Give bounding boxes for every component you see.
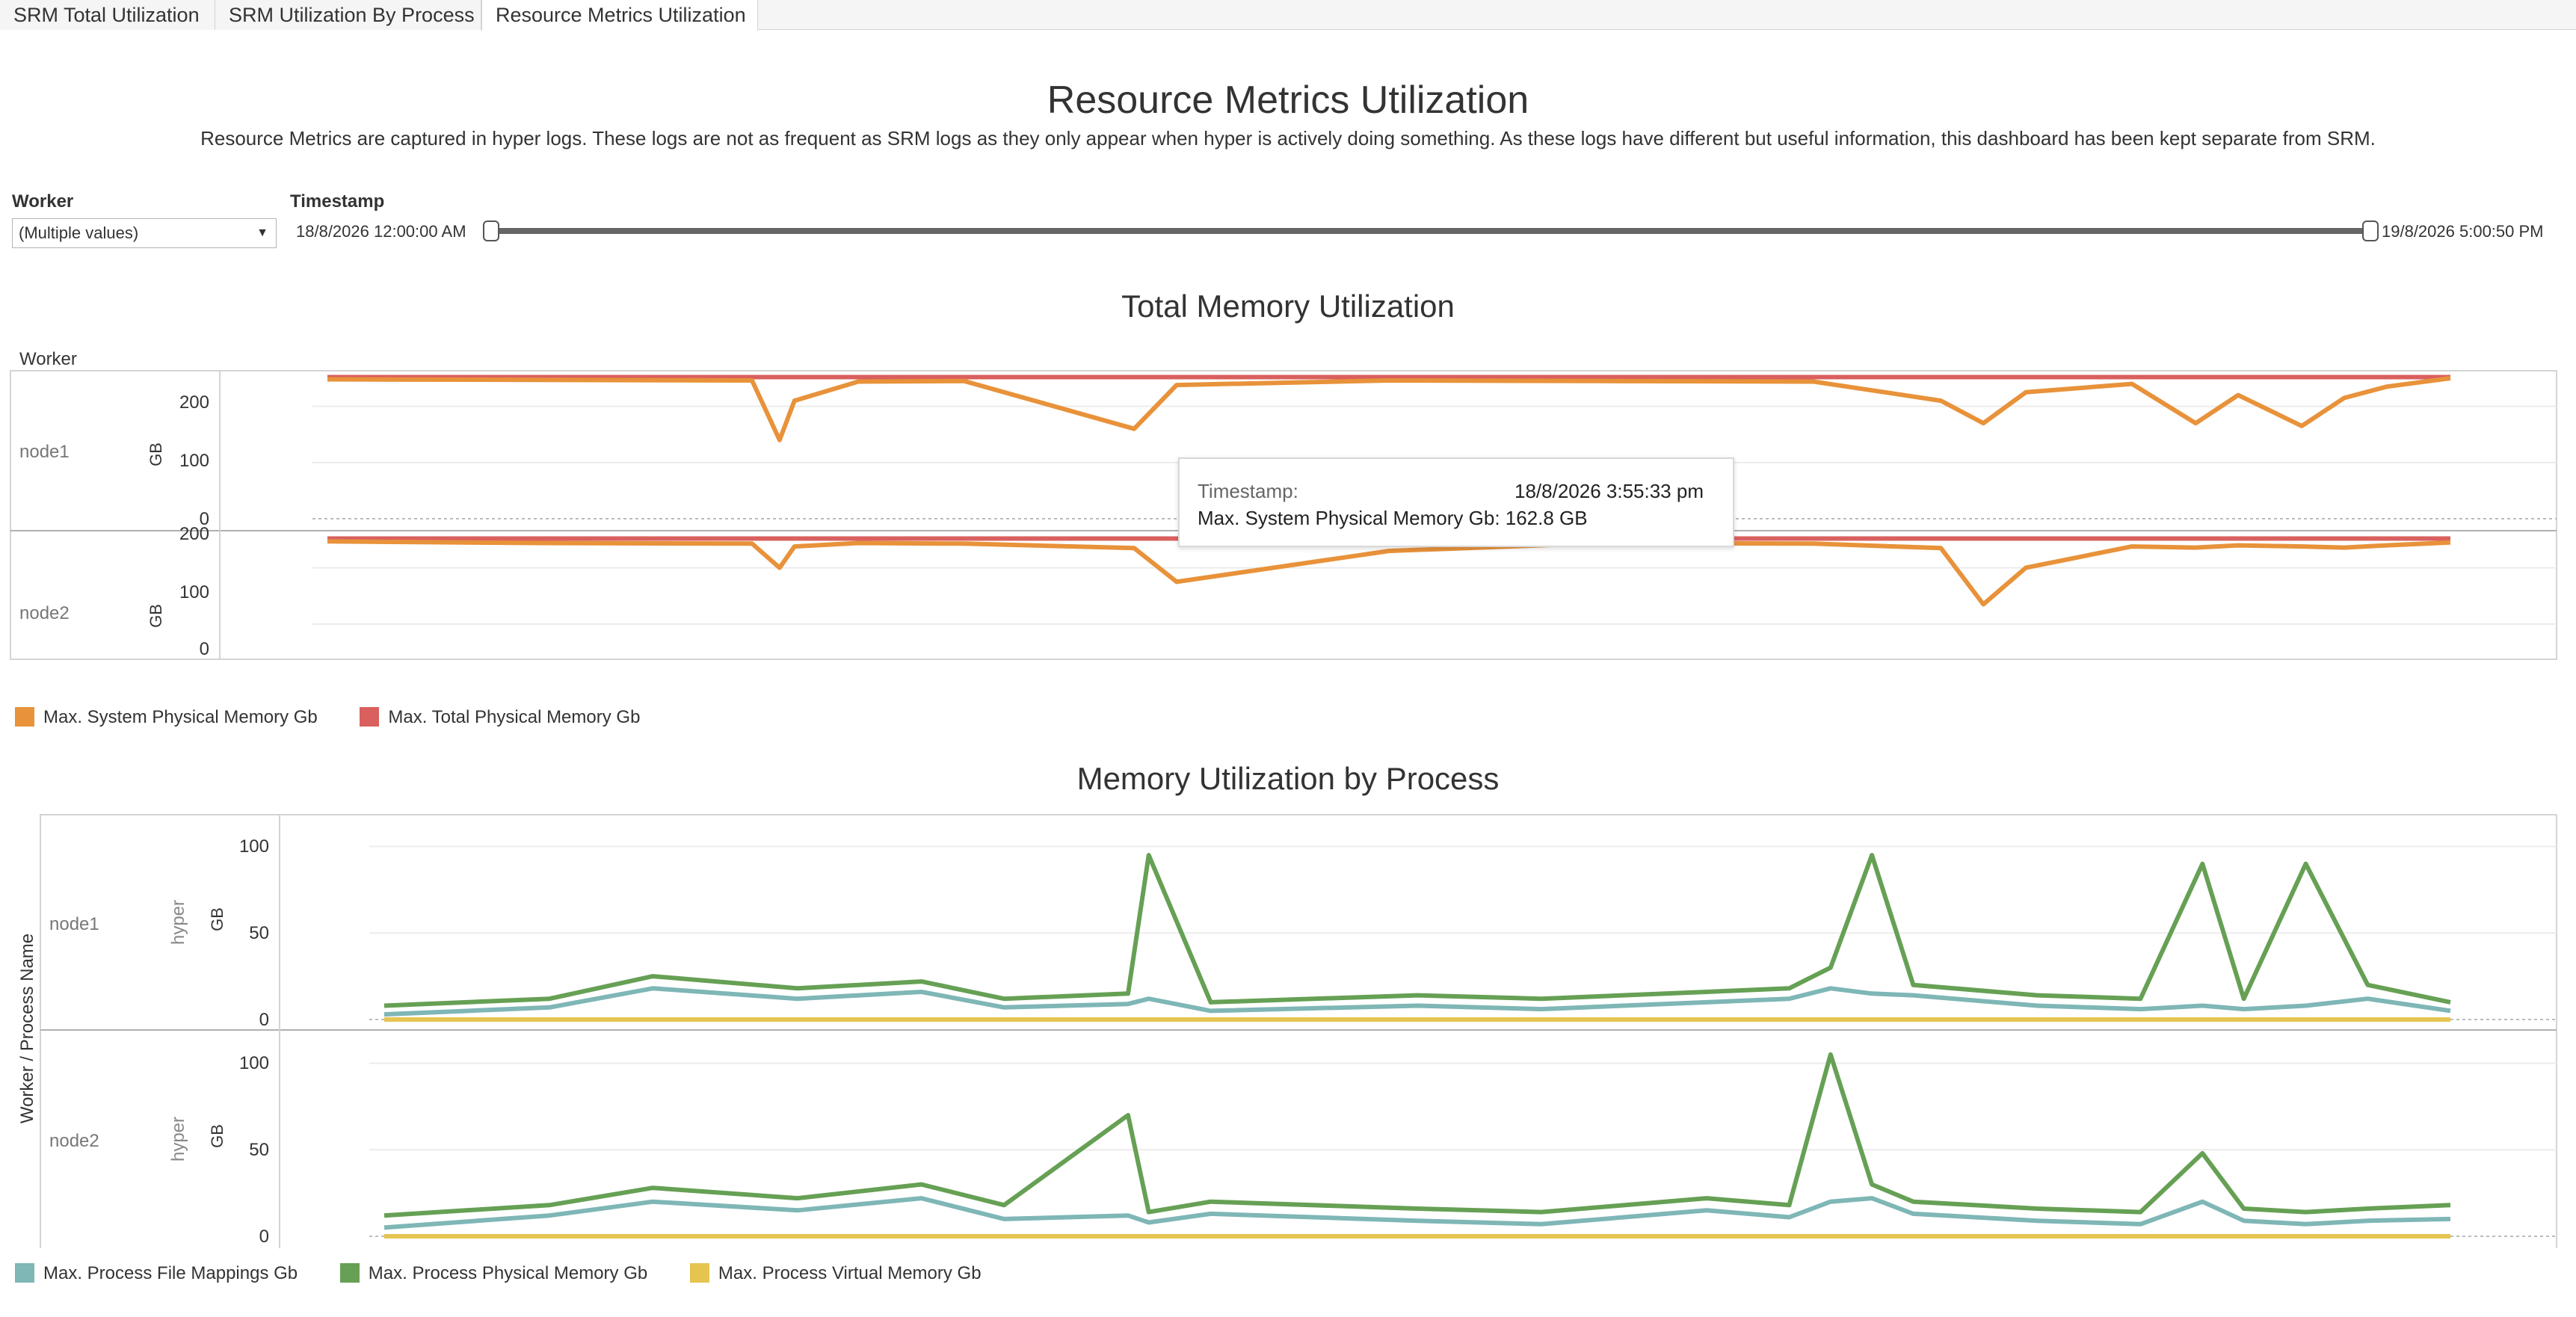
process-label-node2: hyper bbox=[168, 1117, 188, 1162]
chevron-down-icon[interactable]: ▼ bbox=[256, 226, 268, 239]
page-title: Resource Metrics Utilization bbox=[1047, 78, 1529, 122]
legend-item-total-memory[interactable]: Max. Total Physical Memory Gb bbox=[360, 707, 640, 728]
legend-item-system-memory[interactable]: Max. System Physical Memory Gb bbox=[15, 707, 318, 728]
tab-srm-total-utilization[interactable]: SRM Total Utilization bbox=[0, 0, 215, 30]
tab-bar: SRM Total Utilization SRM Utilization By… bbox=[0, 0, 2576, 31]
process-memory-legend: Max. Process File Mappings Gb Max. Proce… bbox=[15, 1263, 1019, 1284]
y-tick-100: 100 bbox=[239, 836, 269, 857]
tooltip-memory-value: Max. System Physical Memory Gb: 162.8 GB bbox=[1198, 507, 1588, 529]
legend-item-file-mappings[interactable]: Max. Process File Mappings Gb bbox=[15, 1263, 298, 1284]
worker-column-header: Worker bbox=[19, 349, 77, 369]
legend-swatch-icon bbox=[15, 707, 34, 727]
chart-tooltip: Timestamp: 18/8/2026 3:55:33 pm Max. Sys… bbox=[1178, 457, 1734, 547]
y-tick-50: 50 bbox=[249, 923, 269, 943]
legend-swatch-icon bbox=[15, 1263, 34, 1283]
row-label-node2: node2 bbox=[49, 1131, 99, 1151]
y-tick-0: 0 bbox=[259, 1227, 269, 1247]
series-line-max-process-physical-memory-gb-node2[interactable] bbox=[383, 1052, 2451, 1218]
series-line-max-system-physical-memory-gb-node2[interactable] bbox=[327, 539, 2451, 607]
process-memory-series[interactable] bbox=[383, 853, 2451, 1239]
row-label-node1: node1 bbox=[49, 914, 99, 934]
series-line-max-process-file-mappings-gb-node1[interactable] bbox=[383, 986, 2451, 1017]
series-line-max-system-physical-memory-gb-node1[interactable] bbox=[327, 376, 2451, 442]
legend-item-virtual-memory[interactable]: Max. Process Virtual Memory Gb bbox=[689, 1263, 982, 1284]
legend-label: Max. Process Physical Memory Gb bbox=[368, 1263, 648, 1283]
page-description: Resource Metrics are captured in hyper l… bbox=[200, 127, 2376, 149]
timestamp-end-value: 19/8/2026 5:00:50 PM bbox=[2382, 222, 2544, 241]
timestamp-start-value: 18/8/2026 12:00:00 AM bbox=[296, 222, 466, 241]
series-line-max-process-physical-memory-gb-node1[interactable] bbox=[383, 853, 2451, 1008]
y-tick-0: 0 bbox=[200, 639, 209, 659]
process-memory-plot-frame bbox=[40, 814, 2557, 1248]
legend-label: Max. System Physical Memory Gb bbox=[43, 707, 318, 727]
y-axis-label-node2: GB bbox=[147, 604, 165, 628]
y-tick-0: 0 bbox=[200, 509, 209, 529]
y-tick-50: 50 bbox=[249, 1140, 269, 1160]
tooltip-timestamp-value: 18/8/2026 3:55:33 pm bbox=[1515, 480, 1704, 502]
tooltip-timestamp-label: Timestamp: bbox=[1198, 480, 1298, 502]
total-memory-plot-frame bbox=[10, 370, 2557, 660]
worker-filter-value: (Multiple values) bbox=[19, 223, 139, 242]
process-memory-gridlines bbox=[369, 845, 2557, 1237]
process-memory-chart[interactable]: Worker / Process Name node1 node2 hyper … bbox=[0, 810, 2576, 1248]
legend-swatch-icon bbox=[360, 707, 380, 727]
timestamp-slider-end-handle[interactable] bbox=[2362, 220, 2379, 241]
legend-swatch-icon bbox=[339, 1263, 360, 1283]
timestamp-slider-track[interactable] bbox=[490, 228, 2370, 234]
y-tick-100: 100 bbox=[179, 451, 209, 471]
total-memory-chart-title: Total Memory Utilization bbox=[1121, 289, 1455, 324]
y-axis-label-node1: GB bbox=[208, 907, 227, 931]
process-label-node1: hyper bbox=[168, 900, 188, 945]
legend-item-physical-memory[interactable]: Max. Process Physical Memory Gb bbox=[339, 1263, 648, 1284]
y-tick-100: 100 bbox=[179, 582, 209, 602]
series-line-max-process-file-mappings-gb-node2[interactable] bbox=[383, 1196, 2451, 1230]
worker-filter-dropdown[interactable]: (Multiple values) ▼ bbox=[12, 218, 277, 248]
y-tick-200: 200 bbox=[179, 524, 209, 544]
timestamp-slider-start-handle[interactable] bbox=[483, 220, 499, 241]
y-axis-label-node1: GB bbox=[147, 442, 165, 466]
row-label-node1: node1 bbox=[19, 442, 70, 462]
legend-label: Max. Process File Mappings Gb bbox=[43, 1263, 298, 1283]
total-memory-legend: Max. System Physical Memory Gb Max. Tota… bbox=[15, 707, 677, 728]
tab-srm-utilization-by-process[interactable]: SRM Utilization By Process bbox=[215, 0, 481, 30]
timestamp-filter-label: Timestamp bbox=[290, 191, 385, 212]
worker-filter-label: Worker bbox=[12, 191, 74, 212]
y-tick-200: 200 bbox=[179, 392, 209, 413]
legend-label: Max. Process Virtual Memory Gb bbox=[718, 1263, 982, 1283]
row-label-node2: node2 bbox=[19, 603, 70, 623]
process-memory-chart-title: Memory Utilization by Process bbox=[1076, 761, 1500, 796]
y-tick-100: 100 bbox=[239, 1053, 269, 1073]
worker-process-column-header: Worker / Process Name bbox=[17, 934, 37, 1123]
legend-swatch-icon bbox=[689, 1263, 709, 1283]
y-axis-label-node2: GB bbox=[208, 1124, 227, 1148]
tab-resource-metrics-utilization[interactable]: Resource Metrics Utilization bbox=[481, 0, 758, 31]
legend-label: Max. Total Physical Memory Gb bbox=[388, 707, 641, 727]
y-tick-0: 0 bbox=[259, 1010, 269, 1030]
